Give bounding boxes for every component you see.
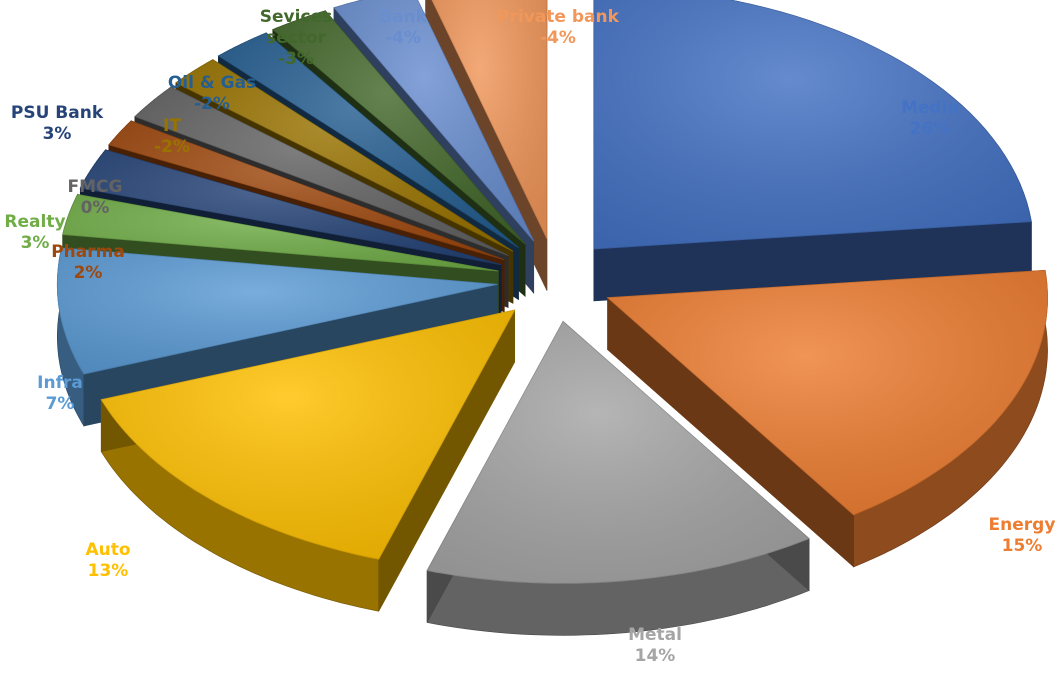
slice-label-sevices-sector: Sevices sector -3% <box>260 7 332 69</box>
slice-name: Sevices <box>260 7 332 27</box>
slice-name: Infra <box>37 373 83 393</box>
slice-top-shading <box>62 194 499 271</box>
pie-slice-metal <box>426 320 810 636</box>
slice-top-shading <box>218 32 519 248</box>
slice-name: Realty <box>4 212 65 232</box>
slice-value: 0% <box>81 198 110 218</box>
slice-label-oil-gas: Oil & Gas -2% <box>168 73 256 114</box>
slice-name: FMCG <box>68 177 123 197</box>
slice-label-it: IT -2% <box>154 116 190 157</box>
slice-value: 15% <box>1002 536 1043 556</box>
pie-slice-energy <box>606 269 1049 568</box>
slice-name: Pharma <box>51 242 125 262</box>
slice-name: IT <box>163 116 181 136</box>
slice-top-shading <box>272 10 526 245</box>
slice-value: 7% <box>46 394 75 414</box>
slice-label-pharma: Pharma 2% <box>51 242 125 283</box>
pie-slice-media <box>593 0 1032 302</box>
slice-name: Private bank <box>497 7 620 27</box>
slice-value: 3% <box>21 233 50 253</box>
slice-name: PSU Bank <box>11 103 104 123</box>
slice-top-shading <box>607 270 1048 515</box>
slice-value: -4% <box>385 28 421 48</box>
slice-label-infra: Infra 7% <box>37 373 83 414</box>
slice-top-shading <box>57 247 498 374</box>
slice-value: -3% <box>278 49 314 69</box>
slice-top-shading <box>101 310 515 560</box>
slice-label-private-bank: Private bank -4% <box>497 7 620 48</box>
slice-name: sector <box>266 28 327 48</box>
slice-value: -2% <box>194 94 230 114</box>
slice-value: 2% <box>74 263 103 283</box>
slice-name: Auto <box>85 540 130 560</box>
slice-label-energy: Energy 15% <box>989 515 1056 556</box>
slice-name: Oil & Gas <box>168 73 256 93</box>
slice-name: Bank <box>379 7 428 27</box>
slice-label-metal: Metal 14% <box>628 625 682 666</box>
pie-slice-auto <box>100 309 516 612</box>
slice-top-shading <box>334 0 534 242</box>
slice-top-shading <box>431 0 547 239</box>
slice-label-fmcg: FMCG 0% <box>68 177 123 218</box>
slice-label-psu-bank: PSU Bank 3% <box>11 103 104 144</box>
slice-name: Energy <box>989 515 1056 535</box>
slice-name: Media <box>901 98 959 118</box>
slice-label-auto: Auto 13% <box>85 540 130 581</box>
slice-top-shading <box>427 321 810 584</box>
slice-value: -4% <box>540 28 576 48</box>
slice-value: 14% <box>635 646 676 666</box>
slice-top-shading <box>175 59 513 252</box>
slice-top-shading <box>108 120 505 260</box>
slice-value: -2% <box>154 137 190 157</box>
slice-name: Metal <box>628 625 682 645</box>
slice-label-bank: Bank -4% <box>379 7 428 48</box>
slice-top-shading <box>593 0 1032 249</box>
slice-value: 3% <box>43 124 72 144</box>
slice-value: 13% <box>88 561 129 581</box>
slice-value: 26% <box>910 119 951 139</box>
slice-top-shading <box>134 87 509 256</box>
slice-top-shading <box>80 149 502 265</box>
slice-label-realty: Realty 3% <box>4 212 65 253</box>
slice-label-media: Media 26% <box>901 98 959 139</box>
